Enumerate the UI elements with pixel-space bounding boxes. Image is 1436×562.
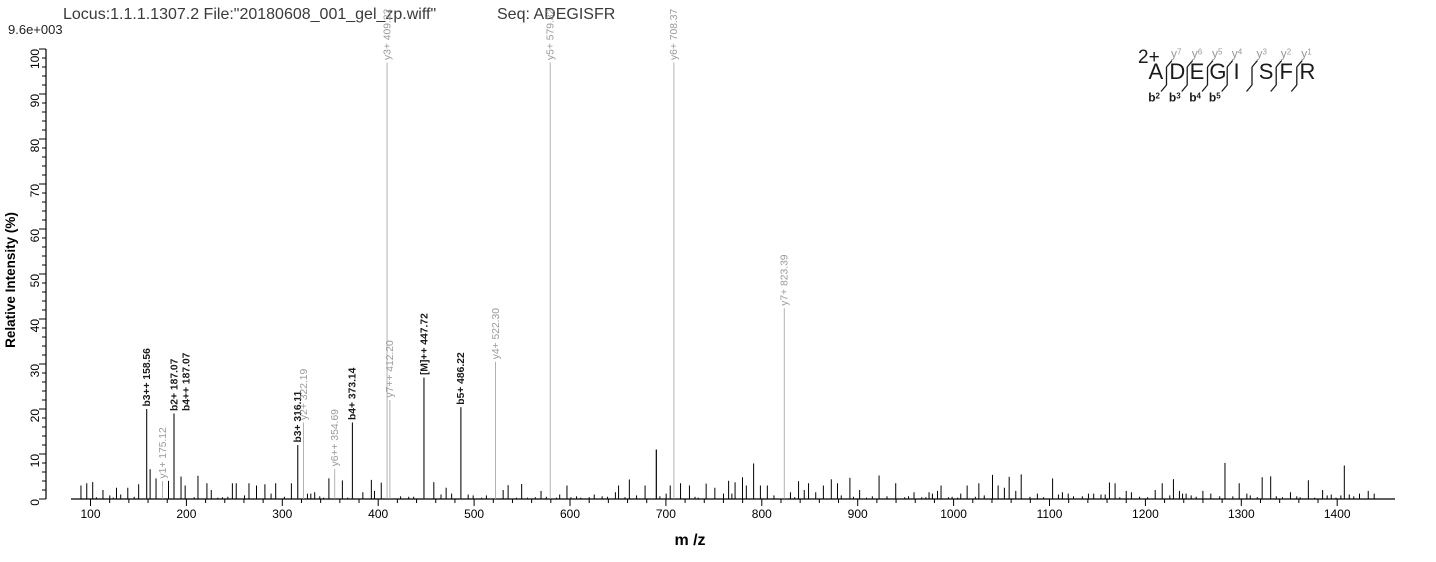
svg-text:b3++ 158.56: b3++ 158.56 bbox=[142, 348, 153, 407]
svg-text:50: 50 bbox=[28, 274, 42, 288]
svg-text:80: 80 bbox=[28, 139, 42, 153]
svg-text:y3+ 409.22: y3+ 409.22 bbox=[382, 8, 393, 60]
svg-text:R: R bbox=[1299, 59, 1315, 84]
svg-text:60: 60 bbox=[28, 229, 42, 243]
svg-text:A: A bbox=[1148, 59, 1163, 84]
svg-text:1000: 1000 bbox=[940, 507, 967, 521]
svg-text:E: E bbox=[1190, 59, 1205, 84]
svg-text:200: 200 bbox=[176, 507, 196, 521]
svg-text:900: 900 bbox=[848, 507, 868, 521]
svg-text:D: D bbox=[1169, 59, 1185, 84]
svg-text:y6++ 354.69: y6++ 354.69 bbox=[330, 409, 341, 467]
svg-text:1100: 1100 bbox=[1037, 507, 1063, 521]
svg-text:800: 800 bbox=[752, 507, 772, 521]
svg-text:0: 0 bbox=[28, 499, 42, 506]
svg-text:30: 30 bbox=[28, 364, 42, 378]
svg-text:100: 100 bbox=[28, 49, 42, 69]
svg-text:F: F bbox=[1279, 59, 1292, 84]
svg-text:100: 100 bbox=[80, 507, 100, 521]
svg-text:400: 400 bbox=[368, 507, 388, 521]
svg-text:Locus:1.1.1.1307.2 File:"20180: Locus:1.1.1.1307.2 File:"20180608_001_ge… bbox=[63, 6, 436, 23]
svg-text:9.6e+003: 9.6e+003 bbox=[8, 22, 63, 37]
svg-text:y7+ 823.39: y7+ 823.39 bbox=[780, 254, 791, 306]
svg-text:m /z: m /z bbox=[674, 532, 705, 549]
svg-text:70: 70 bbox=[28, 184, 42, 198]
svg-text:500: 500 bbox=[464, 507, 484, 521]
svg-text:y6+ 708.37: y6+ 708.37 bbox=[669, 8, 680, 60]
svg-text:20: 20 bbox=[28, 409, 42, 423]
svg-text:y2+ 322.19: y2+ 322.19 bbox=[299, 368, 310, 420]
svg-text:b2+ 187.07: b2+ 187.07 bbox=[169, 358, 180, 411]
svg-text:[M]++ 447.72: [M]++ 447.72 bbox=[419, 313, 430, 375]
svg-text:1200: 1200 bbox=[1132, 507, 1159, 521]
svg-text:600: 600 bbox=[560, 507, 580, 521]
svg-text:b5+ 486.22: b5+ 486.22 bbox=[456, 352, 467, 405]
svg-text:b4++ 187.07: b4++ 187.07 bbox=[181, 352, 192, 411]
svg-text:1300: 1300 bbox=[1228, 507, 1255, 521]
svg-text:y5+ 579.32: y5+ 579.32 bbox=[545, 8, 556, 60]
svg-text:300: 300 bbox=[272, 507, 292, 521]
svg-text:90: 90 bbox=[28, 94, 42, 108]
svg-text:10: 10 bbox=[28, 454, 42, 468]
svg-text:b4+ 373.14: b4+ 373.14 bbox=[348, 367, 359, 420]
svg-text:S: S bbox=[1259, 59, 1274, 84]
svg-text:1400: 1400 bbox=[1324, 507, 1351, 521]
svg-text:Relative Intensity (%): Relative Intensity (%) bbox=[3, 212, 18, 348]
svg-text:y4+ 522.30: y4+ 522.30 bbox=[491, 308, 502, 360]
svg-text:40: 40 bbox=[28, 319, 42, 333]
svg-text:y1+ 175.12: y1+ 175.12 bbox=[158, 427, 169, 479]
svg-text:I: I bbox=[1233, 59, 1239, 84]
svg-text:700: 700 bbox=[656, 507, 676, 521]
